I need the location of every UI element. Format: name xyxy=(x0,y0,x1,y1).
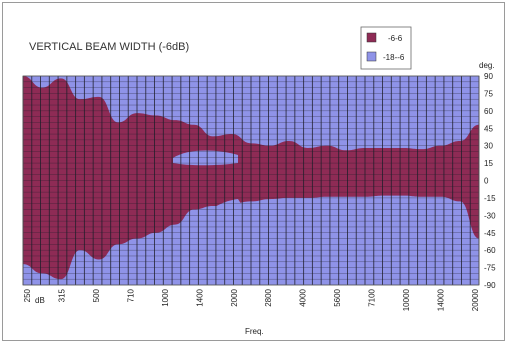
y-axis-unit-label: deg. xyxy=(479,61,495,70)
y-tick-label: -60 xyxy=(484,246,496,255)
y-tick-label: -45 xyxy=(484,229,496,238)
y-tick-label: 0 xyxy=(484,177,489,186)
legend-swatch-lower xyxy=(366,51,377,62)
y-tick-label: 45 xyxy=(484,124,493,133)
y-tick-label: 90 xyxy=(484,72,493,81)
legend: -6-6 -18--6 xyxy=(360,26,412,70)
plot-border xyxy=(22,75,480,286)
x-tick-label: 315 xyxy=(57,288,66,302)
x-tick-label: 20000 xyxy=(471,288,480,311)
beam-width-chart: VERTICAL BEAM WIDTH (-6dB) -6-6 -18--6 d… xyxy=(22,26,496,336)
x-tick-label: 250 xyxy=(23,288,32,302)
x-tick-label: 14000 xyxy=(437,288,446,311)
chart-frame: VERTICAL BEAM WIDTH (-6dB) -6-6 -18--6 d… xyxy=(2,2,505,341)
x-tick-label: 2800 xyxy=(264,288,273,306)
x-tick-label: 2000 xyxy=(230,288,239,306)
x-tick-label: 1000 xyxy=(161,288,170,306)
legend-label-upper: -6-6 xyxy=(388,34,403,43)
y-tick-label: 15 xyxy=(484,159,493,168)
y-tick-label: -75 xyxy=(484,264,496,273)
chart-title: VERTICAL BEAM WIDTH (-6dB) xyxy=(29,41,189,53)
x-tick-label: 10000 xyxy=(402,288,411,311)
x-axis-unit-label: dB xyxy=(35,296,45,305)
x-tick-label: 5600 xyxy=(333,288,342,306)
x-tick-label: 7100 xyxy=(368,288,377,306)
x-tick-label: 4000 xyxy=(299,288,308,306)
legend-swatch-upper xyxy=(366,32,377,43)
y-tick-label: -15 xyxy=(484,194,496,203)
y-tick-label: 60 xyxy=(484,107,493,116)
x-tick-label: 710 xyxy=(126,288,135,302)
legend-label-lower: -18--6 xyxy=(383,53,405,62)
x-tick-label: 1400 xyxy=(195,288,204,306)
y-tick-label: 75 xyxy=(484,89,493,98)
island-lower xyxy=(197,199,243,247)
plot-area: 90 75 60 45 30 15 0 -15 -30 -45 -60 -75 -90 250 315 500… xyxy=(22,72,496,311)
y-tick-label: -90 xyxy=(484,281,496,290)
x-tick-label: 500 xyxy=(92,288,101,302)
y-tick-label: -30 xyxy=(484,211,496,220)
x-axis-title: Freq. xyxy=(245,327,264,336)
y-tick-label: 30 xyxy=(484,142,493,151)
